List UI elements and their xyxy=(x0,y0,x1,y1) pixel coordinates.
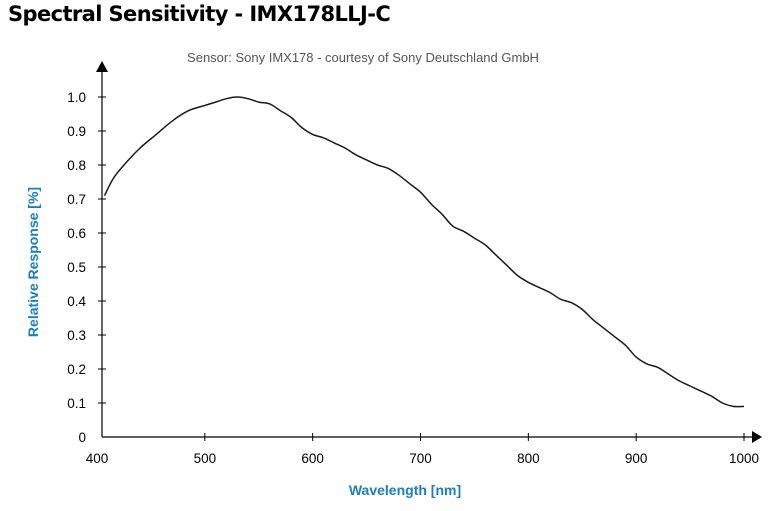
y-tick-label: 0.3 xyxy=(67,328,86,343)
y-tick-label: 0.6 xyxy=(67,226,86,241)
y-tick-label: 0.7 xyxy=(67,192,86,207)
x-tick-label: 600 xyxy=(301,451,324,466)
chart-subtitle: Sensor: Sony IMX178 - courtesy of Sony D… xyxy=(187,50,539,65)
chart-title: Spectral Sensitivity - IMX178LLJ-C xyxy=(8,2,391,26)
y-axis-title: Relative Response [%] xyxy=(25,187,41,337)
x-axis-title: Wavelength [nm] xyxy=(349,482,461,498)
x-tick-label: 400 xyxy=(86,451,109,466)
x-tick-label: 1000 xyxy=(729,451,759,466)
x-axis-ticks: 400 500 600 700 800 900 1000 xyxy=(86,433,759,466)
y-axis-ticks: 0 0.1 0.2 0.3 0.4 0.5 0.6 0.7 0.8 0.9 1.0 xyxy=(67,90,106,445)
x-tick-label: 500 xyxy=(194,451,217,466)
y-tick-label: 0 xyxy=(78,430,86,445)
response-curve xyxy=(103,96,745,408)
y-tick-label: 0.5 xyxy=(67,260,86,275)
x-tick-label: 900 xyxy=(625,451,648,466)
y-tick-label: 1.0 xyxy=(67,90,86,105)
y-tick-label: 0.2 xyxy=(67,362,86,377)
y-tick-label: 0.1 xyxy=(67,396,86,411)
y-tick-label: 0.8 xyxy=(67,158,86,173)
x-axis-arrow xyxy=(752,431,762,443)
x-tick-label: 800 xyxy=(517,451,540,466)
x-tick-label: 700 xyxy=(409,451,432,466)
y-tick-label: 0.9 xyxy=(67,124,86,139)
series-group xyxy=(103,96,745,408)
y-axis-arrow xyxy=(96,61,108,72)
y-tick-label: 0.4 xyxy=(67,294,86,309)
